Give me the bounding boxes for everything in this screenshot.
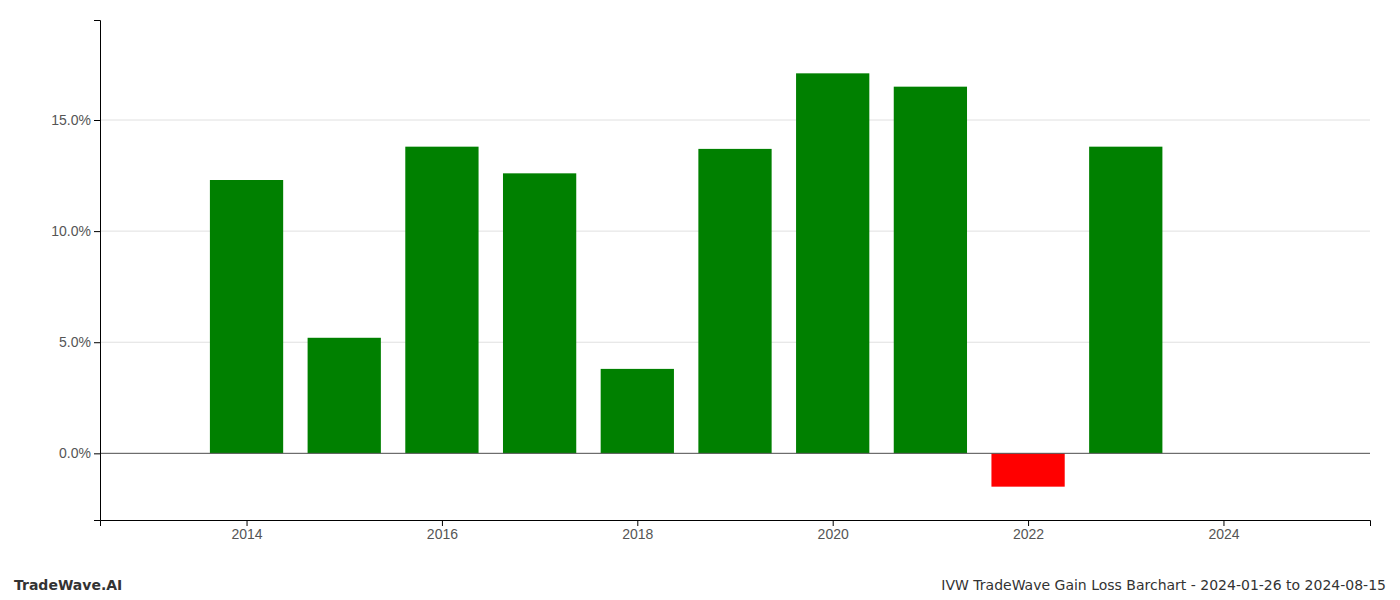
y-tick: 0.0% <box>59 445 100 461</box>
bar <box>601 369 674 453</box>
x-tick-label: 2018 <box>622 526 653 542</box>
x-tick: 2018 <box>622 520 653 542</box>
y-tick: 10.0% <box>51 223 100 239</box>
plot-area: 0.0%5.0%10.0%15.0%2014201620182020202220… <box>51 21 1370 542</box>
x-tick: 2020 <box>818 520 849 542</box>
bars <box>210 73 1163 486</box>
bar <box>503 173 576 453</box>
y-tick: 5.0% <box>59 334 100 350</box>
y-tick-mark <box>94 231 100 232</box>
x-tick: 2014 <box>231 520 262 542</box>
x-axis: 2014 2016 2018 2020 2022 2024 <box>101 520 1371 542</box>
y-tick-label: 10.0% <box>51 223 91 239</box>
grid-line <box>100 120 1370 121</box>
x-tick-label: 2016 <box>427 526 458 542</box>
y-tick-label: 5.0% <box>59 334 91 350</box>
x-tick-label: 2024 <box>1208 526 1239 542</box>
bar <box>991 453 1064 486</box>
bar <box>894 87 967 454</box>
grid-line <box>100 453 1370 454</box>
bar <box>796 73 869 453</box>
y-axis: 0.0% 5.0% 10.0% 15.0% <box>51 21 100 521</box>
y-tick-label: 15.0% <box>51 112 91 128</box>
x-axis-line <box>101 521 1371 527</box>
y-axis-line <box>94 21 101 521</box>
chart-svg: 0.0%5.0%10.0%15.0%2014201620182020202220… <box>0 0 1400 600</box>
y-tick-mark <box>94 453 100 454</box>
y-tick: 15.0% <box>51 112 100 128</box>
bar <box>405 147 478 454</box>
x-tick: 2016 <box>427 520 458 542</box>
x-tick: 2022 <box>1013 520 1044 542</box>
background <box>0 0 1400 600</box>
bar <box>210 180 283 453</box>
x-tick: 2024 <box>1208 520 1239 542</box>
grid <box>100 120 1370 453</box>
bar <box>308 338 381 454</box>
zero-line <box>100 453 1370 454</box>
y-tick-mark <box>94 342 100 343</box>
x-tick-label: 2020 <box>818 526 849 542</box>
bar <box>1089 147 1162 454</box>
x-tick-label: 2014 <box>231 526 262 542</box>
title: IVW TradeWave Gain Loss Barchart - 2024-… <box>941 577 1386 593</box>
y-tick-mark <box>94 120 100 121</box>
x-tick-label: 2022 <box>1013 526 1044 542</box>
footer-left: TradeWave.AI <box>14 577 122 593</box>
bar <box>698 149 771 453</box>
y-tick-label: 0.0% <box>59 445 91 461</box>
